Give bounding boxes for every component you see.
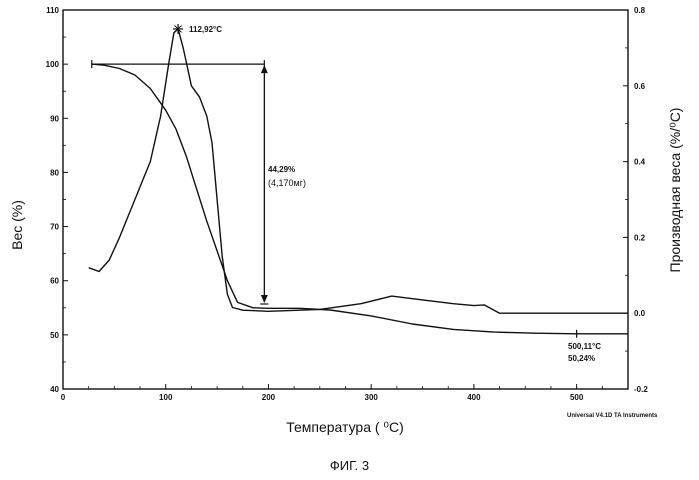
series-layer [89, 29, 628, 334]
derivative-curve [89, 29, 628, 313]
end-temperature-label: 500,11°C [568, 342, 601, 351]
x-tick-label: 300 [365, 393, 379, 402]
right-axis-ticks: -0.2 0.0 0.2 0.4 0.6 0.8 [623, 6, 648, 394]
left-tick-label: 80 [50, 168, 59, 177]
x-tick-label: 0 [61, 393, 66, 402]
right-axis-title: Производная веса (%/⁰C) [667, 108, 683, 273]
left-tick-label: 100 [46, 60, 60, 69]
left-tick-label: 110 [46, 6, 59, 15]
arrow-up-head [261, 65, 268, 73]
x-axis-title: Температура ( ⁰C) [286, 419, 404, 435]
end-percent-label: 50,24% [568, 354, 595, 363]
left-tick-label: 40 [50, 385, 59, 394]
right-tick-label: 0.6 [634, 82, 646, 91]
peak-temperature-label: 112,92°C [189, 25, 222, 34]
left-tick-label: 90 [50, 114, 59, 123]
plot-border [63, 10, 628, 389]
right-tick-label: 0.8 [634, 6, 646, 15]
instrument-credit: Universal V4.1D TA Instruments [567, 413, 658, 419]
figure-caption: ФИГ. 3 [0, 458, 699, 473]
mass-loss-mg-label: (4,170мг) [268, 178, 306, 188]
right-tick-label: 0.2 [634, 233, 646, 242]
right-tick-label: 0.4 [634, 158, 646, 167]
left-axis-title: Вес (%) [9, 200, 25, 250]
left-tick-label: 70 [50, 223, 59, 232]
x-tick-label: 100 [159, 393, 173, 402]
x-tick-label: 200 [262, 393, 276, 402]
plot-frame [63, 10, 628, 389]
right-tick-label: -0.2 [634, 385, 648, 394]
right-tick-label: 0.0 [634, 309, 646, 318]
left-axis-ticks: 40 50 60 70 80 90 100 110 [46, 6, 68, 394]
weight-curve [92, 64, 628, 334]
tga-chart: 0 100 200 300 400 500 40 50 60 70 80 90 100 110 -0.2… [0, 0, 699, 455]
mass-loss-percent-label: 44,29% [268, 165, 295, 174]
left-tick-label: 60 [50, 277, 59, 286]
arrow-down-head [261, 295, 268, 303]
left-tick-label: 50 [50, 331, 59, 340]
x-tick-label: 400 [467, 393, 481, 402]
annotation-layer [92, 24, 577, 338]
x-axis-ticks: 0 100 200 300 400 500 [61, 384, 628, 402]
x-tick-label: 500 [570, 393, 584, 402]
